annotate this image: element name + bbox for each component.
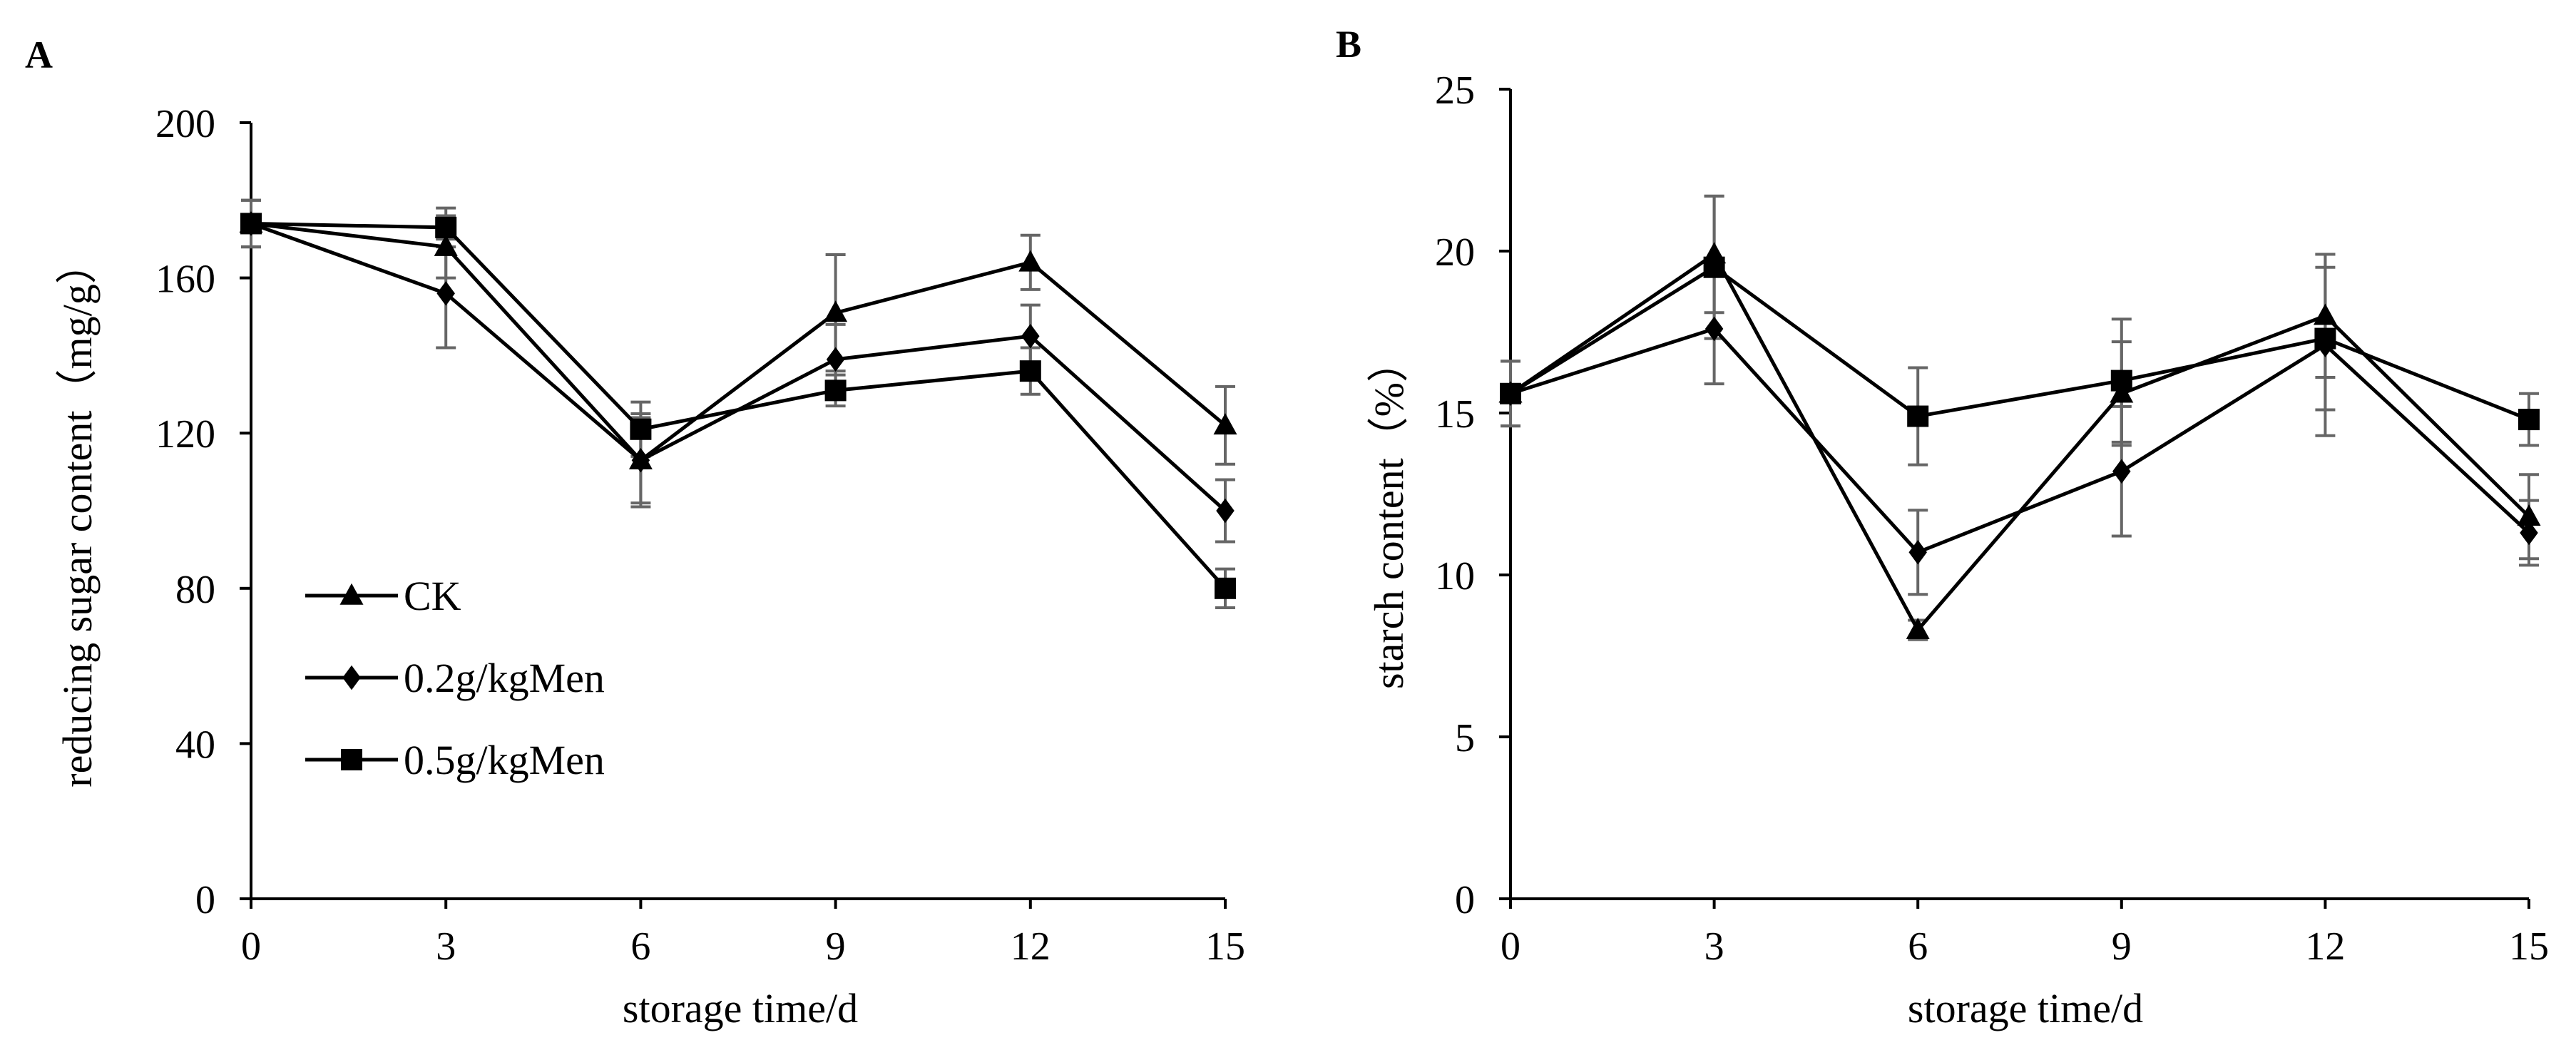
- panel-a-x-tick-label: 0: [241, 924, 261, 969]
- panel-b-y-tick-label: 0: [1455, 878, 1475, 922]
- panel-a-point-0-2g-kgmen: [436, 281, 455, 306]
- legend-marker-0-5g-kgmen: [341, 749, 362, 770]
- panel-b-series-line-0-5g-kgmen: [1509, 265, 2530, 422]
- panel-a: A reducing sugar content（mg/g） storage t…: [25, 34, 1245, 1031]
- panel-a-point-ck: [1213, 413, 1237, 435]
- panel-a-point-0-2g-kgmen: [826, 347, 845, 372]
- panel-a-x-tick-label: 3: [436, 924, 456, 969]
- panel-b-x-tick-label: 6: [1908, 924, 1928, 969]
- panel-a-letter: A: [25, 34, 53, 76]
- legend-marker-ck: [339, 583, 364, 605]
- panel-a-point-0-5g-kgmen: [435, 216, 457, 238]
- panel-a-series-line-ck: [250, 221, 1227, 463]
- panel-b-y-tick-label: 10: [1435, 554, 1475, 598]
- panel-a-y-tick-label: 40: [175, 723, 215, 767]
- panel-b-x-tick-label: 3: [1704, 924, 1724, 969]
- panel-b-point-0-5g-kgmen: [1500, 382, 1521, 404]
- panel-b-point-ck: [2517, 504, 2541, 526]
- legend-label-0-5g-kgmen: 0.5g/kgMen: [404, 737, 605, 783]
- panel-a-point-0-5g-kgmen: [824, 379, 847, 402]
- panel-a-point-0-2g-kgmen: [631, 448, 650, 473]
- panel-b-y-axis-title: starch content（%）: [1366, 341, 1412, 689]
- panel-a-point-0-2g-kgmen: [1216, 498, 1235, 524]
- panel-a-y-axis-title: reducing sugar content（mg/g）: [54, 243, 101, 788]
- panel-a-y-tick-label: 200: [155, 102, 215, 146]
- panel-b-series-line-0-2g-kgmen: [1510, 327, 2530, 555]
- panel-b-point-0-2g-kgmen: [2112, 459, 2131, 484]
- panel-b-x-tick-label: 12: [2305, 924, 2345, 969]
- panel-a-point-ck: [434, 234, 458, 256]
- panel-b-series-line-ck: [1509, 251, 2530, 633]
- panel-a-point-ck: [1018, 250, 1043, 272]
- panel-a-x-axis-title: storage time/d: [623, 985, 858, 1031]
- panel-b-y-tick-label: 20: [1435, 230, 1475, 275]
- panel-a-x-tick-label: 9: [826, 924, 846, 969]
- panel-b-point-0-5g-kgmen: [1703, 256, 1725, 278]
- legend-label-ck: CK: [404, 573, 461, 619]
- panel-a-y-tick-label: 120: [155, 412, 215, 457]
- legend-marker-0-2g-kgmen: [342, 665, 361, 690]
- panel-b-point-0-5g-kgmen: [1907, 405, 1929, 427]
- panel-b-point-0-2g-kgmen: [1704, 316, 1724, 342]
- panel-b-point-0-2g-kgmen: [1908, 539, 1927, 565]
- legend-label-0-2g-kgmen: 0.2g/kgMen: [404, 655, 605, 701]
- panel-a-y-tick-label: 0: [195, 878, 215, 922]
- panel-b: B starch content（%） storage time/d 0 3 6 9 1…: [1336, 23, 2549, 1031]
- legend: CK 0.2g/kgMen 0.5g/kgMen: [305, 573, 605, 783]
- panel-b-y-tick-label: 15: [1435, 392, 1475, 437]
- panel-b-point-0-5g-kgmen: [2110, 369, 2132, 392]
- panel-a-point-0-5g-kgmen: [240, 213, 262, 235]
- panel-b-x-tick-label: 9: [2112, 924, 2132, 969]
- panel-b-point-ck: [2110, 381, 2134, 403]
- panel-a-point-0-5g-kgmen: [1215, 577, 1236, 599]
- panel-a-series-line-0-5g-kgmen: [250, 221, 1227, 590]
- panel-b-x-axis-title: storage time/d: [1908, 985, 2143, 1031]
- panel-b-point-0-5g-kgmen: [2518, 409, 2540, 431]
- panel-a-x-tick-label: 6: [630, 924, 650, 969]
- panel-b-letter: B: [1336, 23, 1361, 66]
- panel-a-x-tick-label: 15: [1205, 924, 1245, 969]
- panel-b-x-tick-label: 0: [1501, 924, 1520, 969]
- panel-a-point-ck: [824, 300, 848, 322]
- panel-b-y-tick-label: 25: [1435, 68, 1475, 113]
- panel-a-point-0-5g-kgmen: [1019, 360, 1041, 382]
- panel-a-point-0-2g-kgmen: [1021, 323, 1040, 349]
- panel-b-point-ck: [2313, 303, 2337, 325]
- panel-b-y-tick-label: 5: [1455, 716, 1475, 760]
- panel-a-y-tick-label: 160: [155, 258, 215, 302]
- panel-a-y-tick-label: 80: [175, 568, 215, 612]
- panel-b-point-0-2g-kgmen: [2520, 520, 2538, 546]
- panel-a-series-line-0-2g-kgmen: [250, 222, 1227, 512]
- panel-a-point-0-5g-kgmen: [630, 418, 652, 440]
- panel-b-point-0-5g-kgmen: [2314, 327, 2336, 350]
- panel-b-x-tick-label: 15: [2509, 924, 2549, 969]
- panel-a-x-tick-label: 12: [1011, 924, 1051, 969]
- panel-b-point-ck: [1906, 617, 1930, 639]
